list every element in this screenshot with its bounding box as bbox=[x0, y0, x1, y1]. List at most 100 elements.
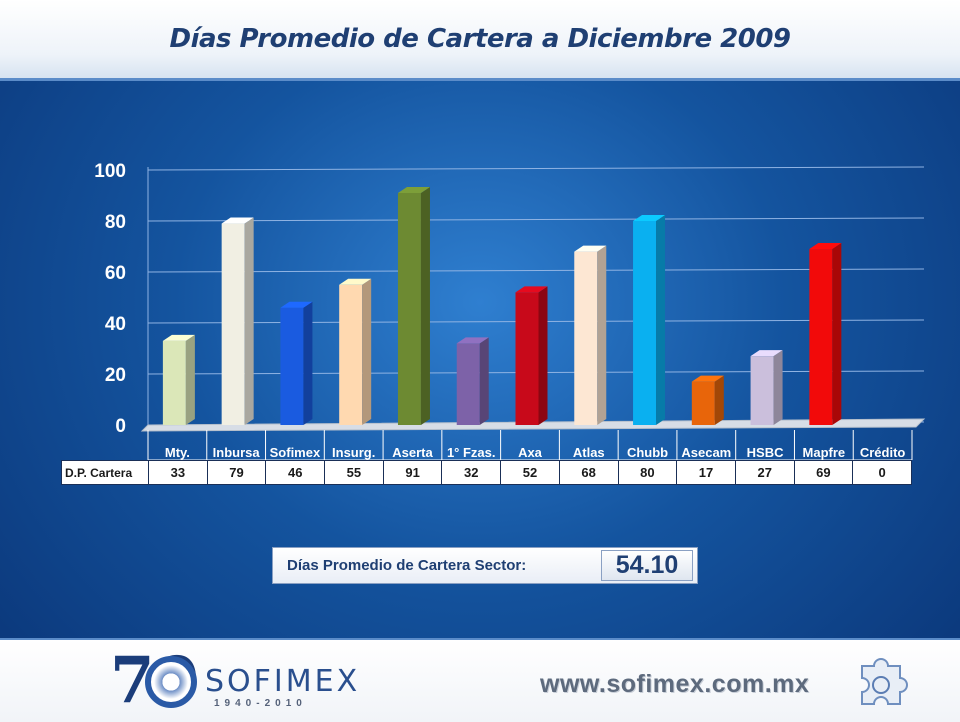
table-cell: 69 bbox=[793, 461, 853, 484]
brand-years: 1940-2010 bbox=[214, 698, 307, 709]
bar-7 bbox=[574, 245, 607, 425]
bar-side bbox=[185, 334, 195, 425]
bar-top bbox=[633, 215, 666, 221]
footer: 70 SOFIMEX 1940-2010 www.sofimex.com.mx bbox=[0, 638, 960, 722]
brand-name: SOFIMEX bbox=[205, 664, 361, 699]
bar-11 bbox=[809, 243, 842, 425]
bar-4 bbox=[397, 186, 430, 425]
y-tick-label: 80 bbox=[105, 212, 126, 233]
bar-front bbox=[280, 307, 304, 425]
table-cell: 0 bbox=[852, 461, 911, 484]
website-link[interactable]: www.sofimex.com.mx bbox=[540, 670, 810, 698]
category-label: Crédito bbox=[860, 445, 906, 460]
y-tick-label: 100 bbox=[94, 161, 126, 182]
bar-front bbox=[515, 292, 539, 425]
data-table: D.P. Cartera 33 79 46 55 91 32 52 68 80 17 27 69 0 bbox=[61, 460, 912, 485]
table-cell: 80 bbox=[617, 461, 677, 484]
bar-6 bbox=[515, 286, 548, 425]
bar-front bbox=[691, 381, 715, 425]
bar-front bbox=[221, 223, 245, 425]
category-label: HSBC bbox=[747, 445, 784, 460]
grid-line bbox=[147, 268, 925, 273]
bar-front bbox=[633, 221, 657, 425]
grid-line bbox=[147, 217, 925, 222]
table-cell: 79 bbox=[206, 461, 266, 484]
category-label: Sofimex bbox=[270, 445, 321, 460]
title-bar: Días Promedio de Cartera a Diciembre 200… bbox=[0, 0, 960, 81]
table-cell: 52 bbox=[500, 461, 559, 484]
table-cell: 55 bbox=[324, 461, 383, 484]
category-labels: Mty. Inbursa Sofimex Insurg. Aserta 1° Fzas. A… bbox=[147, 430, 913, 461]
bar-front bbox=[456, 343, 480, 425]
category-label: Mapfre bbox=[803, 445, 846, 460]
bar-front bbox=[162, 340, 186, 425]
bar-top bbox=[809, 243, 842, 250]
bar-top bbox=[280, 301, 313, 308]
bar-front bbox=[397, 192, 421, 425]
category-label: Asecam bbox=[681, 445, 731, 460]
y-tick-label: 20 bbox=[105, 365, 126, 386]
category-label: Chubb bbox=[627, 445, 668, 460]
sector-average-box: Días Promedio de Cartera Sector: 54.10 bbox=[272, 547, 698, 584]
bar-top bbox=[515, 286, 548, 293]
bar-top bbox=[221, 217, 254, 224]
bar-top bbox=[691, 375, 724, 382]
y-tick-label: 40 bbox=[105, 314, 126, 335]
bar-side bbox=[656, 215, 666, 425]
bar-side bbox=[420, 186, 430, 425]
page-title: Días Promedio de Cartera a Diciembre 200… bbox=[169, 24, 791, 54]
category-label: Inbursa bbox=[213, 445, 261, 460]
table-cell: 91 bbox=[382, 461, 442, 484]
category-label: 1° Fzas. bbox=[447, 445, 496, 460]
bar-side bbox=[714, 375, 724, 425]
bar-3 bbox=[339, 278, 372, 425]
bar-front bbox=[574, 251, 598, 425]
logo-seal-icon bbox=[145, 656, 197, 708]
y-axis-ticks: 0 20 40 60 80 100 bbox=[94, 161, 126, 437]
bar-top bbox=[456, 337, 489, 344]
bar-side bbox=[597, 245, 607, 425]
bar-side bbox=[303, 301, 313, 425]
category-label: Atlas bbox=[573, 445, 605, 460]
table-cell: 33 bbox=[148, 461, 207, 484]
bar-5 bbox=[456, 337, 489, 425]
puzzle-piece-icon bbox=[861, 658, 908, 705]
category-label: Mty. bbox=[165, 445, 190, 460]
y-tick-label: 60 bbox=[105, 263, 126, 284]
table-cell: 46 bbox=[265, 461, 324, 484]
table-row-header: D.P. Cartera bbox=[65, 465, 133, 480]
bar-top bbox=[339, 278, 372, 285]
sector-average-value: 54.10 bbox=[601, 550, 693, 581]
bar-side bbox=[479, 337, 489, 425]
bar-10 bbox=[750, 350, 783, 425]
y-tick-label: 0 bbox=[115, 416, 126, 437]
sector-average-label: Días Promedio de Cartera Sector: bbox=[287, 557, 527, 574]
table-cell: 32 bbox=[441, 461, 500, 484]
bar-8 bbox=[633, 215, 666, 425]
bar-side bbox=[832, 243, 842, 425]
bar-side bbox=[362, 278, 372, 425]
bar-side bbox=[538, 286, 548, 425]
category-label: Aserta bbox=[392, 445, 433, 460]
bar-side bbox=[773, 350, 783, 425]
table-cell: 27 bbox=[734, 461, 794, 484]
category-label: Insurg. bbox=[332, 445, 375, 460]
bar-top bbox=[750, 350, 783, 357]
table-cell: 17 bbox=[676, 461, 735, 484]
grid-line bbox=[147, 166, 925, 171]
bar-front bbox=[750, 356, 774, 425]
bars bbox=[162, 186, 842, 425]
table-cell: 68 bbox=[558, 461, 618, 484]
bar-9 bbox=[691, 375, 724, 425]
bar-2 bbox=[280, 301, 313, 425]
bar-front bbox=[809, 249, 833, 425]
bar-0 bbox=[162, 334, 195, 425]
bar-top bbox=[162, 334, 195, 341]
bar-side bbox=[244, 217, 254, 425]
bar-top bbox=[574, 245, 607, 252]
category-label: Axa bbox=[518, 445, 543, 460]
bar-1 bbox=[221, 217, 254, 425]
bar-front bbox=[339, 284, 363, 425]
bar-top bbox=[397, 186, 430, 193]
